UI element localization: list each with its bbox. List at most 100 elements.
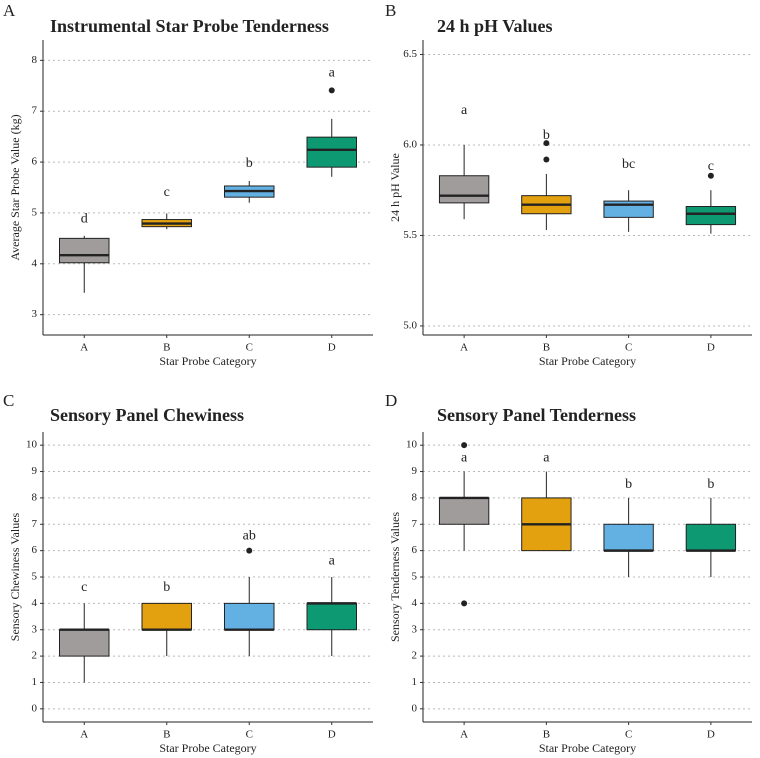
box-body [438, 497, 490, 525]
y-tick-label: 6.5 [403, 48, 417, 60]
box-body [141, 602, 192, 631]
y-tick-label: 8 [412, 491, 418, 503]
y-tick-label: 3 [412, 623, 418, 635]
y-axis-label: Sensory Chewiness Values [8, 512, 22, 641]
significance-letter: a [461, 451, 468, 466]
x-tick-label: A [80, 342, 88, 354]
panel-title: Sensory Panel Tenderness [437, 405, 636, 425]
box-D: b [685, 477, 737, 577]
x-tick-label: C [625, 729, 632, 741]
box-B: c [141, 185, 192, 230]
y-tick-label: 10 [26, 439, 38, 451]
panel-D: D Sensory Panel Tenderness 0 1 2 3 4 5 6 7 8 9 10 A B C… [385, 391, 752, 755]
y-tick-label: 0 [412, 702, 418, 714]
significance-letter: a [329, 553, 336, 568]
panel-title: Instrumental Star Probe Tenderness [50, 16, 329, 36]
box-body [306, 602, 357, 631]
y-tick-label: 6 [32, 156, 38, 168]
box-body [306, 136, 357, 168]
panel-title: 24 h pH Values [437, 16, 553, 36]
y-tick-label: 7 [32, 518, 38, 530]
box-A: a [438, 103, 490, 220]
y-tick-label: 3 [32, 623, 38, 635]
y-tick-label: 8 [32, 491, 38, 503]
y-axis-label: Sensory Tenderness Values [388, 512, 402, 642]
outlier-point [543, 156, 550, 163]
y-tick-label: 0 [32, 702, 38, 714]
y-tick-label: 1 [32, 676, 38, 688]
box-body [603, 523, 654, 552]
significance-letter: c [164, 185, 170, 200]
box-B: b [141, 580, 192, 657]
panel-A: A Instrumental Star Probe Tenderness 3 4 5 6 7… [3, 1, 373, 368]
outlier-point [246, 547, 253, 554]
significance-letter: b [543, 128, 550, 143]
y-tick-label: 10 [406, 439, 418, 451]
x-axis-label: Star Probe Category [539, 741, 636, 755]
box-A: c [59, 580, 110, 683]
box-D: a [306, 65, 357, 177]
y-tick-label: 5.0 [403, 319, 417, 331]
x-tick-label: C [246, 342, 253, 354]
y-tick-label: 9 [32, 465, 38, 477]
box-C: ab [224, 528, 275, 657]
x-axis-label: Star Probe Category [539, 354, 636, 368]
y-tick-label: 6 [412, 544, 418, 556]
y-tick-label: 6.0 [403, 139, 417, 151]
significance-letter: b [707, 477, 714, 492]
y-tick-label: 6 [32, 544, 38, 556]
significance-letter: b [163, 580, 170, 595]
significance-letter: b [246, 156, 253, 171]
box-body [685, 523, 737, 552]
box-A: d [59, 211, 110, 293]
outlier-point [328, 87, 335, 94]
outlier-point [707, 172, 714, 179]
outlier-point [461, 600, 468, 607]
significance-letter: a [543, 451, 550, 466]
x-tick-label: A [80, 729, 88, 741]
y-tick-label: 7 [412, 518, 418, 530]
significance-letter: a [461, 103, 468, 118]
x-axis-label: Star Probe Category [159, 354, 256, 368]
y-tick-label: 7 [32, 105, 38, 117]
y-axis-label: Average Star Probe Value (kg) [8, 114, 22, 260]
box-B: a [521, 451, 572, 552]
x-tick-label: B [163, 342, 170, 354]
box-body [59, 629, 110, 657]
y-axis-label: 24 h pH Value [388, 153, 402, 222]
x-tick-label: A [460, 729, 468, 741]
box-C: b [603, 477, 654, 577]
significance-letter: bc [622, 157, 635, 172]
y-tick-label: 4 [32, 257, 38, 269]
outlier-point [543, 140, 550, 147]
box-C: bc [603, 157, 654, 232]
significance-letter: c [708, 159, 714, 174]
y-tick-label: 4 [412, 597, 418, 609]
box-A: a [438, 442, 490, 607]
y-tick-label: 3 [32, 308, 38, 320]
y-tick-label: 5.5 [403, 229, 417, 241]
box-body [438, 175, 490, 204]
x-tick-label: B [543, 342, 550, 354]
x-tick-label: B [163, 729, 170, 741]
x-tick-label: A [460, 342, 468, 354]
significance-letter: b [625, 477, 632, 492]
x-tick-label: C [246, 729, 253, 741]
x-tick-label: D [707, 729, 715, 741]
x-axis-label: Star Probe Category [159, 741, 256, 755]
significance-letter: d [81, 211, 88, 226]
significance-letter: ab [243, 528, 256, 543]
panel-label: C [3, 391, 14, 410]
x-tick-label: B [543, 729, 550, 741]
y-tick-label: 2 [32, 650, 38, 662]
panel-title: Sensory Panel Chewiness [50, 405, 244, 425]
y-tick-label: 4 [32, 597, 38, 609]
x-tick-label: D [328, 729, 336, 741]
y-tick-label: 5 [32, 571, 38, 583]
panel-label: A [3, 1, 16, 20]
box-D: c [685, 159, 737, 234]
box-C: b [224, 156, 275, 203]
x-tick-label: D [707, 342, 715, 354]
outlier-point [461, 442, 468, 449]
